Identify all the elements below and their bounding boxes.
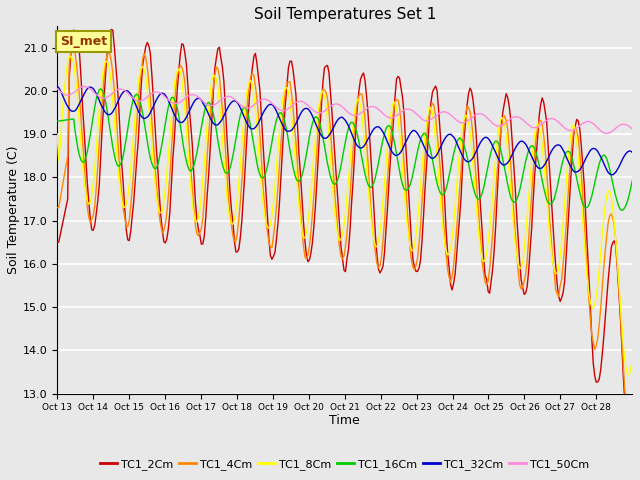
Title: Soil Temperatures Set 1: Soil Temperatures Set 1 <box>253 7 436 22</box>
Legend: TC1_2Cm, TC1_4Cm, TC1_8Cm, TC1_16Cm, TC1_32Cm, TC1_50Cm: TC1_2Cm, TC1_4Cm, TC1_8Cm, TC1_16Cm, TC1… <box>96 454 593 474</box>
Y-axis label: Soil Temperature (C): Soil Temperature (C) <box>7 145 20 274</box>
Text: SI_met: SI_met <box>60 35 107 48</box>
X-axis label: Time: Time <box>330 414 360 427</box>
